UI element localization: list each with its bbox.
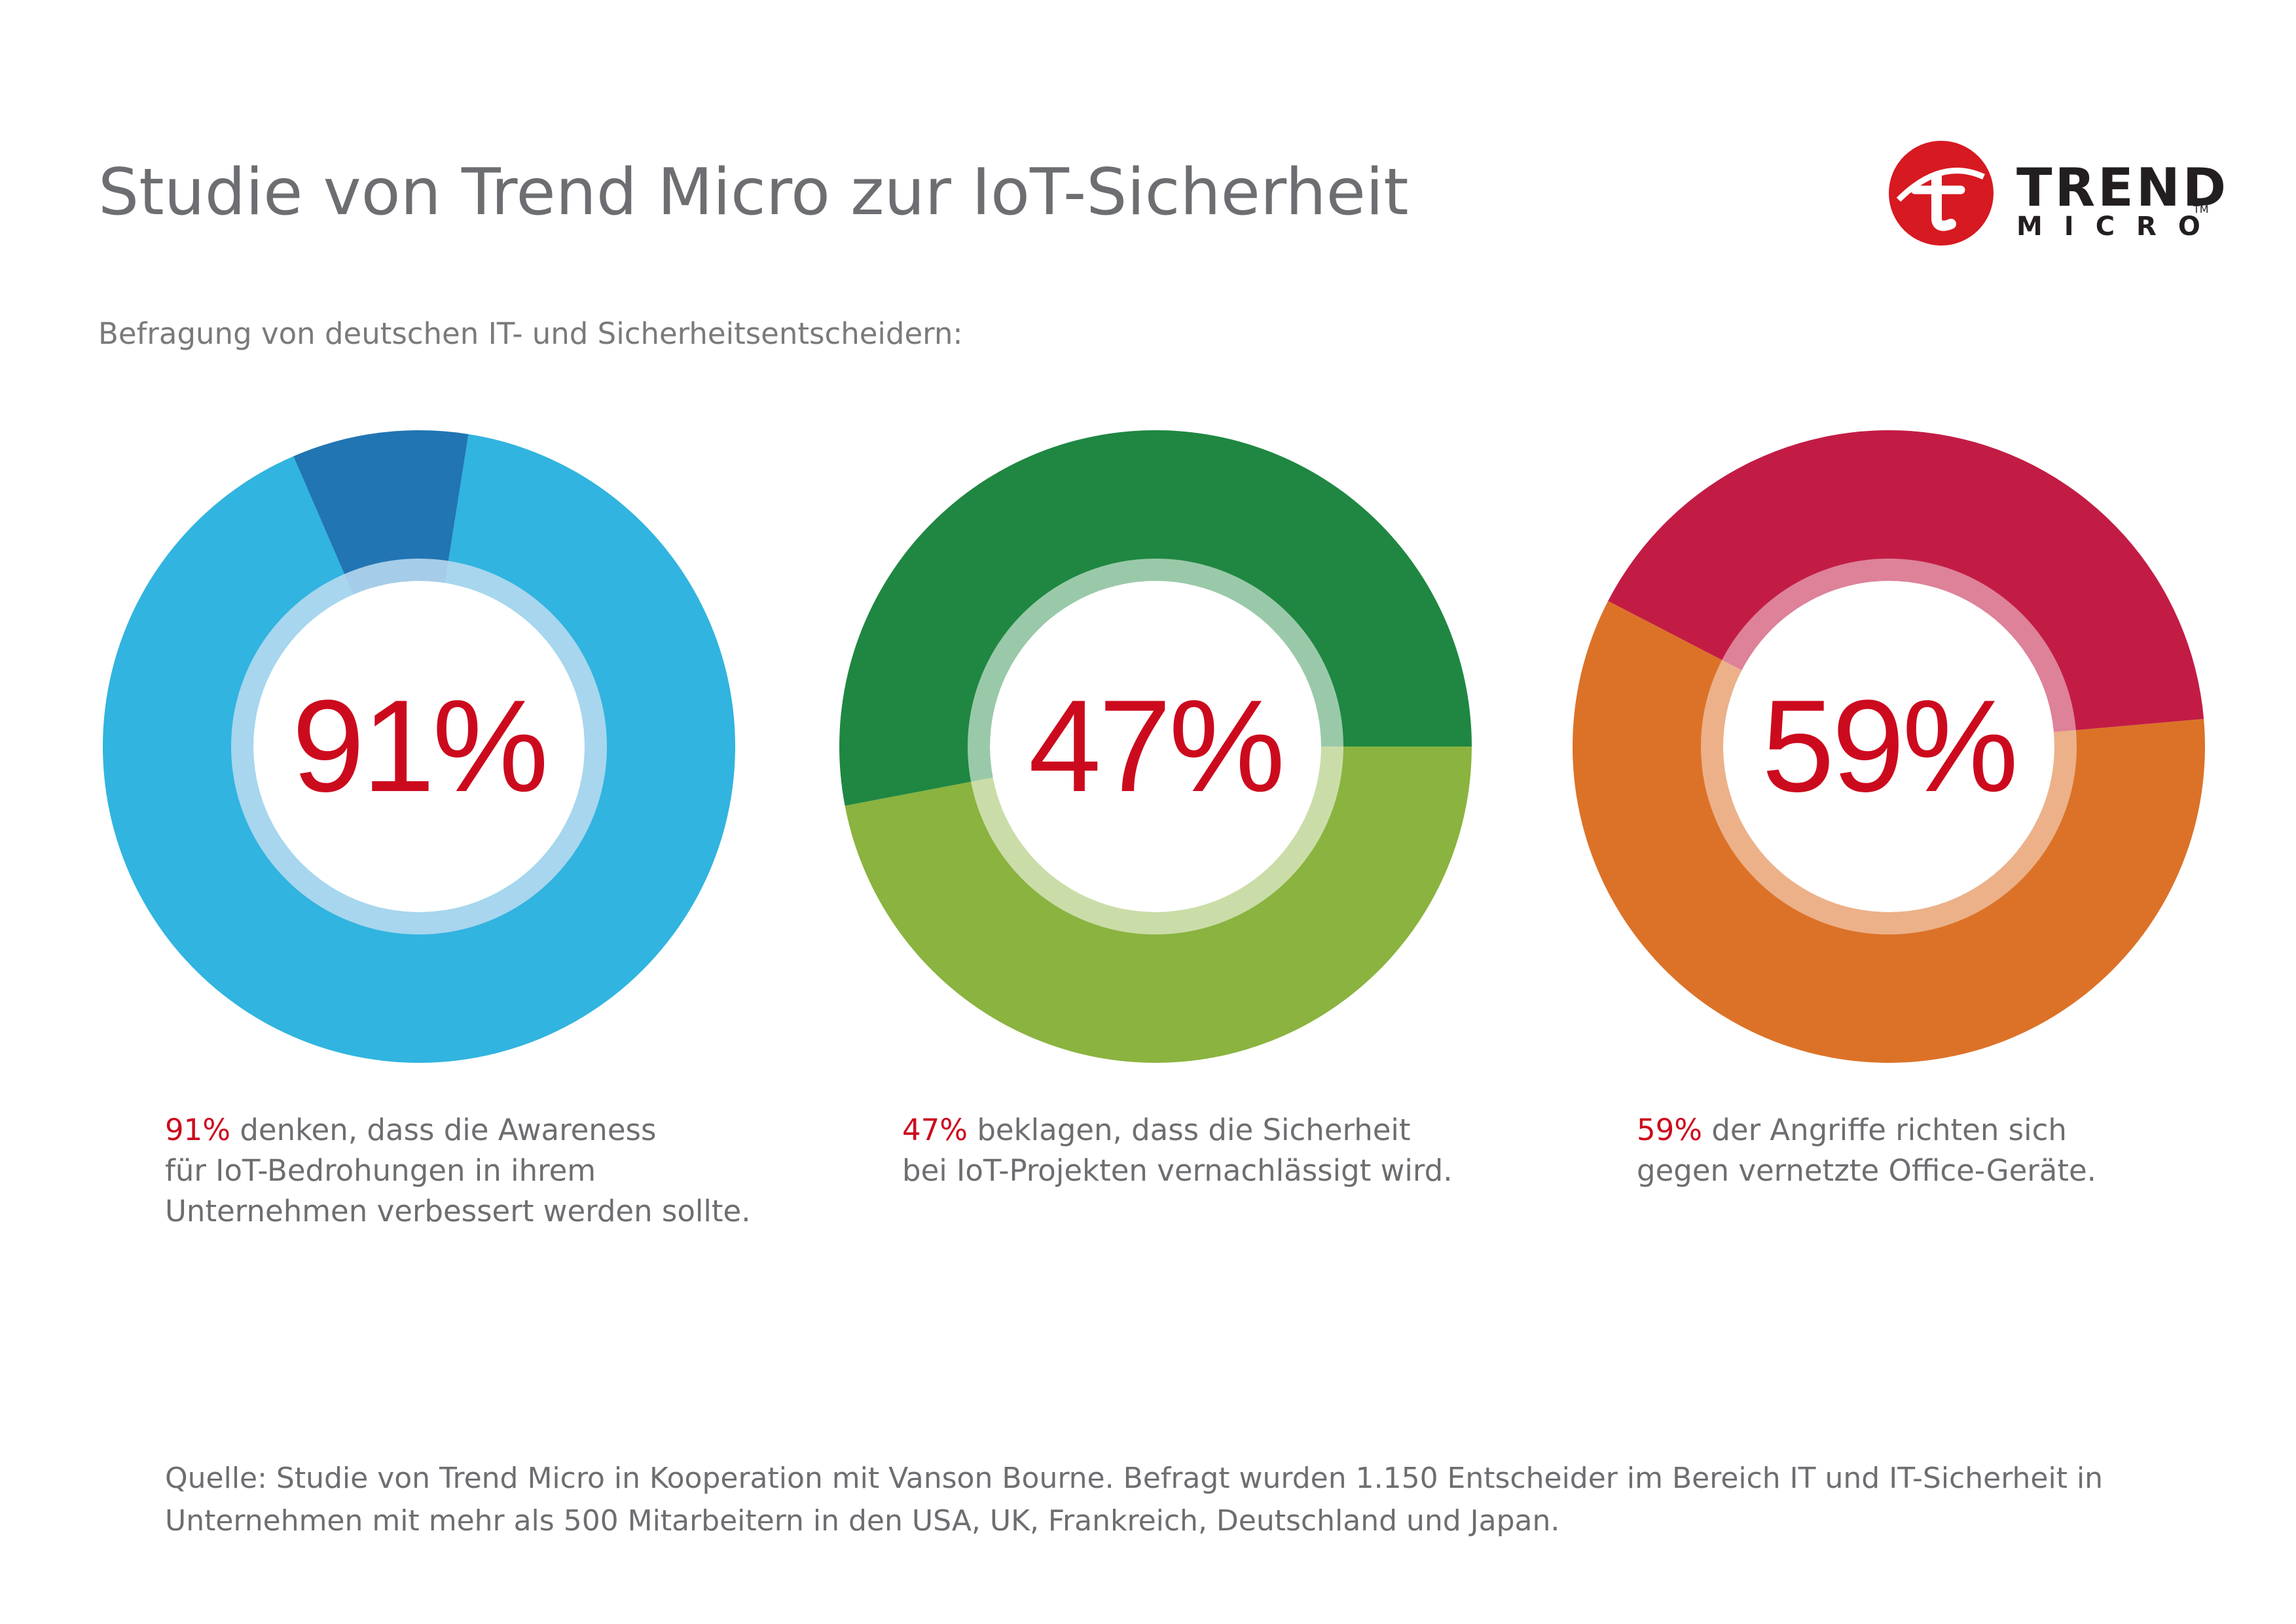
- donut-svg: [102, 430, 736, 1063]
- chart-value-label: 47%: [1028, 673, 1285, 819]
- donut-hole: [1723, 581, 2054, 912]
- donut-chart-59: 59%: [1561, 419, 2216, 1074]
- source-line: Quelle: Studie von Trend Micro in Kooper…: [165, 1462, 2104, 1495]
- description-text: für IoT-Bedrohungen in ihrem: [165, 1153, 596, 1188]
- chart-description-91: 91% denken, dass die Awareness für IoT-B…: [165, 1110, 820, 1232]
- source-line: Unternehmen mit mehr als 500 Mitarbeiter…: [165, 1504, 1560, 1538]
- chart-value-label: 59%: [1761, 673, 2018, 819]
- description-text: gegen vernetzte Office-Geräte.: [1637, 1153, 2096, 1188]
- donut-chart-47: 47%: [828, 419, 1483, 1074]
- source-note: Quelle: Studie von Trend Micro in Kooper…: [165, 1457, 2103, 1542]
- donut-hole: [253, 581, 585, 912]
- subtitle: Befragung von deutschen IT- und Sicherhe…: [98, 316, 963, 351]
- logo-word-trend: TREND: [2016, 157, 2229, 218]
- trend-micro-ball-icon: [1889, 141, 1994, 246]
- description-text: Unternehmen verbessert werden sollte.: [165, 1194, 751, 1228]
- donut-hole: [990, 581, 1321, 912]
- donut-inner-ring: [1701, 559, 2077, 934]
- chart-description-47: 47% beklagen, dass die Sicherheit bei Io…: [902, 1110, 1557, 1191]
- chart-value-label: 91%: [291, 673, 549, 819]
- chart-description-59: 59% der Angriffe richten sich gegen vern…: [1637, 1110, 2291, 1191]
- donut-svg: [1573, 430, 2205, 1063]
- logo-trademark: TM: [2193, 203, 2209, 215]
- donut-chart-91: 91%: [92, 419, 746, 1074]
- description-highlight: 91%: [165, 1113, 231, 1147]
- description-text: der Angriffe richten sich: [1702, 1113, 2067, 1147]
- description-text: beklagen, dass die Sicherheit: [968, 1113, 1411, 1147]
- donut-svg: [839, 430, 1472, 1063]
- logo-word-micro: MICRO: [2016, 212, 2222, 242]
- description-highlight: 47%: [902, 1113, 968, 1147]
- trend-micro-logo: TREND MICRO TM: [1886, 138, 2226, 249]
- description-text: bei IoT-Projekten vernachlässigt wird.: [902, 1153, 1453, 1188]
- donut-inner-ring: [231, 559, 607, 934]
- page-title: Studie von Trend Micro zur IoT-Sicherhei…: [98, 155, 1409, 230]
- description-highlight: 59%: [1637, 1113, 1703, 1147]
- description-text: denken, dass die Awareness: [230, 1113, 657, 1147]
- donut-inner-ring: [968, 559, 1343, 934]
